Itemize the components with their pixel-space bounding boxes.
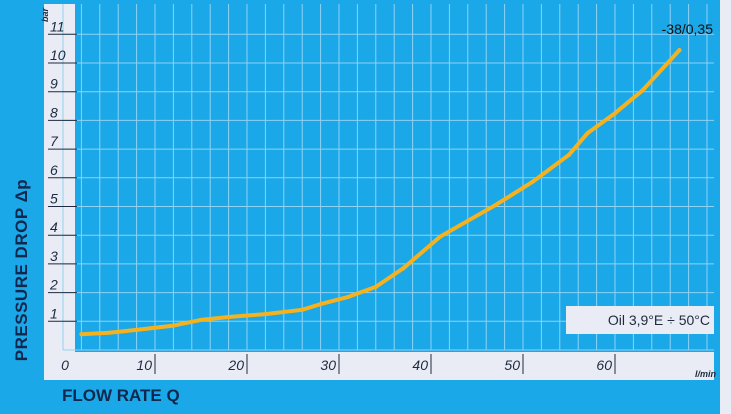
x-tick-label: 30: [320, 357, 336, 373]
y-axis-title: PRESSURE DROP Δp: [12, 178, 31, 362]
data-point: [401, 266, 406, 271]
y-tick-label: 8: [50, 104, 58, 120]
data-point: [199, 317, 203, 322]
data-point: [373, 284, 378, 289]
data-point: [107, 330, 111, 335]
data-point: [226, 314, 231, 319]
series-layer: [79, 48, 682, 337]
x-unit-label: l/min: [695, 369, 717, 379]
data-point: [346, 294, 351, 299]
x-tick-label: 0: [61, 357, 69, 373]
y-tick-label: 5: [50, 191, 58, 207]
grid: [44, 4, 714, 380]
y-tick-label: 11: [50, 18, 65, 34]
y-tick-label: 1: [50, 305, 58, 321]
axis-ticks: 1 2 3 4 5 6 7 8 9 10 11 0 10 20 30 40 50 60: [48, 18, 616, 374]
data-point: [465, 218, 470, 223]
legend-text: Oil 3,9°E ÷ 50°C: [608, 312, 710, 328]
data-point: [438, 234, 443, 239]
data-point: [493, 203, 498, 208]
line-end-annotation: -38/0,35: [662, 21, 714, 37]
y-axis-band: [0, 0, 44, 414]
y-unit-label: bar: [40, 7, 50, 22]
x-tick-label: 40: [412, 357, 428, 373]
y-tick-label: 10: [50, 47, 66, 63]
x-tick-label: 10: [136, 357, 152, 373]
y-tick-label: 4: [50, 219, 58, 235]
x-axis-band: [0, 381, 720, 414]
data-point: [567, 152, 571, 157]
y-tick-panel: [44, 4, 75, 380]
x-tick-label: 50: [504, 357, 520, 373]
data-point: [263, 312, 268, 317]
data-point: [640, 88, 645, 93]
data-point: [677, 48, 682, 53]
data-point: [134, 327, 139, 332]
data-point: [530, 180, 535, 185]
data-point: [79, 332, 84, 337]
data-point: [300, 307, 305, 312]
y-tick-label: 3: [50, 248, 58, 264]
y-tick-label: 9: [50, 76, 58, 92]
data-point: [171, 323, 176, 328]
legend-box: [566, 306, 714, 334]
data-point: [585, 131, 590, 136]
x-axis-title: FLOW RATE Q: [62, 386, 180, 405]
y-tick-label: 6: [50, 162, 58, 178]
x-tick-label: 60: [596, 357, 612, 373]
x-tick-label: 20: [227, 357, 244, 373]
x-tick-panel: [55, 352, 714, 380]
y-tick-label: 7: [50, 133, 59, 149]
y-tick-label: 2: [49, 277, 58, 293]
data-point: [318, 302, 323, 307]
data-point: [613, 111, 617, 116]
